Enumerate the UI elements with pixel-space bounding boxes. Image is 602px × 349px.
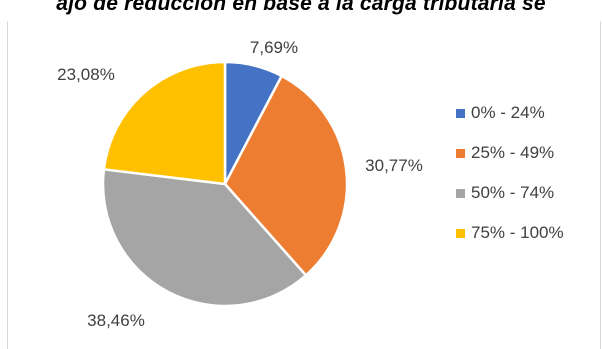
legend-swatch-3 (456, 188, 465, 198)
chart-frame (7, 21, 601, 349)
pie-slices (101, 60, 349, 308)
legend-swatch-2 (456, 148, 465, 158)
legend-swatch-4 (456, 228, 465, 238)
data-label-1: 7,69% (250, 38, 298, 57)
data-labels: 7,69% 30,77% 38,46% 23,08% (57, 38, 423, 330)
pie-slice-3 (101, 168, 308, 308)
legend-item-3: 50% - 74% (456, 183, 564, 202)
legend-item-2: 25% - 49% (456, 143, 564, 162)
legend-swatch-1 (456, 108, 465, 118)
data-label-4: 23,08% (57, 65, 115, 84)
chart-legend: 0% - 24% 25% - 49% 50% - 74% 75% - 100% (456, 103, 564, 264)
chart-title: ajo de reducción en base a la carga trib… (56, 0, 546, 15)
pie-slice-2 (223, 74, 349, 277)
legend-label-2: 25% - 49% (471, 143, 555, 162)
legend-item-4: 75% - 100% (456, 223, 564, 242)
legend-label-1: 0% - 24% (471, 103, 545, 122)
data-label-3: 38,46% (87, 311, 145, 330)
legend-label-3: 50% - 74% (471, 183, 555, 202)
data-label-2: 30,77% (365, 156, 423, 175)
legend-item-1: 0% - 24% (456, 103, 564, 122)
legend-label-4: 75% - 100% (471, 223, 564, 242)
pie-slice-4 (102, 60, 227, 186)
